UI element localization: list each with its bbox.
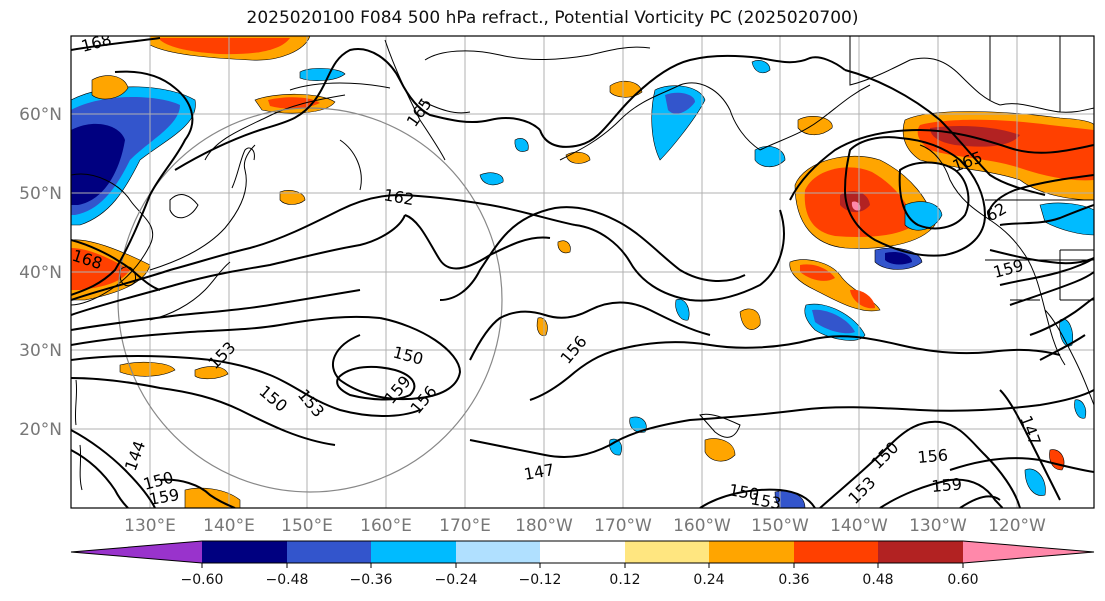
map-title: 2025020100 F084 500 hPa refract., Potent… — [246, 8, 859, 28]
map-plot-area: 168 165 162 168 165 62 159 150 159 156 1… — [71, 36, 1094, 513]
colorbar-tick-label: −0.12 — [519, 572, 562, 588]
longitude-labels: 130°E 140°E 150°E 160°E 170°E 180°W 170°… — [124, 516, 1046, 536]
colorbar-segment — [202, 541, 287, 563]
colorbar-segment — [540, 541, 625, 563]
colorbar-tick-label: 0.60 — [947, 572, 978, 588]
lon-label: 180°W — [515, 516, 573, 536]
colorbar: −0.60 −0.48 −0.36 −0.24 −0.12 0.12 0.24 … — [70, 540, 1095, 588]
colorbar-segment — [456, 541, 540, 563]
colorbar-tick-label: −0.48 — [266, 572, 309, 588]
contour-label: 153 — [749, 489, 782, 513]
graticule — [71, 36, 1094, 508]
colorbar-tick-label: 0.36 — [778, 572, 809, 588]
lon-label: 140°W — [830, 516, 888, 536]
latitude-labels: 60°N 50°N 40°N 30°N 20°N — [19, 105, 62, 440]
colorbar-max-extension — [963, 541, 1094, 563]
lat-label: 60°N — [19, 105, 62, 125]
colorbar-tick-label: 0.48 — [862, 572, 893, 588]
colorbar-segment — [625, 541, 709, 563]
colorbar-segment — [287, 541, 371, 563]
lon-label: 130°E — [124, 516, 176, 536]
colorbar-segment — [371, 541, 456, 563]
colorbar-segment — [878, 541, 963, 563]
colorbar-tick-label: −0.60 — [181, 572, 224, 588]
contours — [71, 37, 1094, 508]
coastlines — [71, 36, 1094, 491]
lat-label: 20°N — [19, 420, 62, 440]
colorbar-tick-label: 0.12 — [609, 572, 640, 588]
colorbar-min-extension — [71, 541, 202, 563]
contour-label: 159 — [147, 485, 180, 509]
lon-label: 130°W — [909, 516, 967, 536]
lon-label: 120°W — [988, 516, 1046, 536]
colorbar-tick-label: −0.24 — [435, 572, 478, 588]
contour-label: 156 — [917, 445, 949, 467]
colorbar-tick-label: 0.24 — [693, 572, 724, 588]
lat-label: 30°N — [19, 341, 62, 361]
colorbar-segment — [709, 541, 794, 563]
lon-label: 150°W — [751, 516, 809, 536]
contour-label: 159 — [931, 474, 963, 496]
lat-label: 50°N — [19, 184, 62, 204]
lat-label: 40°N — [19, 263, 62, 283]
lon-label: 150°E — [281, 516, 333, 536]
lon-label: 170°W — [594, 516, 652, 536]
colorbar-segment — [794, 541, 878, 563]
lon-label: 140°E — [203, 516, 255, 536]
colorbar-tick-label: −0.36 — [350, 572, 393, 588]
lon-label: 160°W — [673, 516, 731, 536]
lon-label: 160°E — [360, 516, 412, 536]
lon-label: 170°E — [439, 516, 491, 536]
map-frame — [70, 35, 1095, 509]
